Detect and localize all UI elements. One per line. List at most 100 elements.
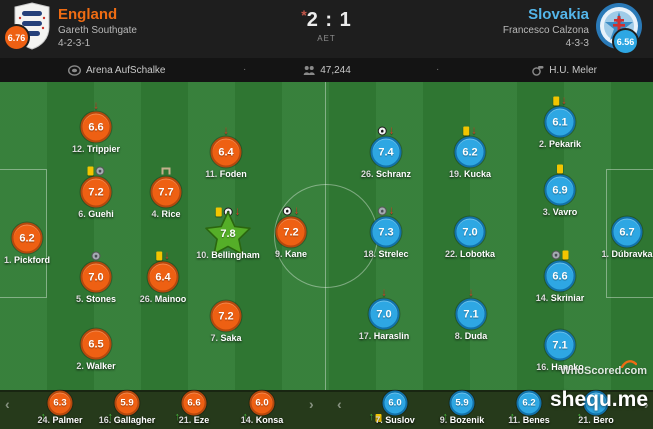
sub-off-icon: ↓ [164, 249, 170, 262]
player-rating: 7.1 [544, 329, 576, 361]
referee-name: H.U. Meler [549, 64, 597, 76]
sub-on-icon: ↑ [576, 411, 583, 423]
player-label: 21. Eze [179, 415, 210, 425]
player-shirt-number: 6. [78, 209, 89, 219]
sub-off-icon: ↓ [223, 124, 229, 137]
away-bench-prev-chevron-icon[interactable]: ‹ [337, 396, 342, 412]
player-label: 14. Konsa [241, 415, 284, 425]
assist-icon [95, 166, 105, 176]
match-header: 6.76 England Gareth Southgate 4-2-3-1 *2… [0, 0, 653, 58]
player-shirt-number: 16. [536, 362, 552, 372]
player-label: 19. Kucka [449, 169, 491, 179]
player-name: Haraslin [373, 331, 410, 341]
player-event-icons: ↑ [443, 412, 449, 423]
player-rating: 7.4 [370, 136, 402, 168]
player-name: Bero [593, 415, 614, 425]
sub-off-icon: ↓ [93, 99, 99, 112]
player-name: Eze [193, 415, 210, 425]
woodwork-icon [161, 167, 171, 175]
home-team-name[interactable]: England [58, 6, 118, 23]
sub-on-icon: ↑ [368, 411, 375, 423]
away-bench-next-chevron-icon[interactable]: › [644, 396, 649, 412]
goal-icon [377, 126, 387, 136]
player-event-icons: ↑ [577, 412, 583, 423]
player-name: Kane [285, 249, 308, 259]
player-label: 4. Rice [151, 209, 180, 219]
player-label: 1. Dúbravka [601, 249, 652, 259]
yellow-card-icon [562, 250, 569, 260]
player-shirt-number: 12. [71, 144, 87, 154]
player-rating: 7.2 [80, 176, 112, 208]
player-event-icons: ↑ [41, 412, 47, 423]
sub-on-icon: ↑ [40, 411, 47, 423]
away-team-rating-badge: 6.56 [612, 28, 639, 55]
player-shirt-number: 24. [37, 415, 53, 425]
away-team-name[interactable]: Slovakia [528, 6, 589, 23]
player-rating: 6.1 [544, 106, 576, 138]
score-text: 2 : 1 [306, 9, 352, 31]
player-label: 9. Bozenik [440, 415, 485, 425]
assist-icon [91, 251, 101, 261]
player-rating: 7.0 [368, 298, 400, 330]
player-label: 11. Foden [205, 169, 247, 179]
player-rating: 6.6 [544, 260, 576, 292]
player-shirt-number: 19. [448, 169, 464, 179]
whoscored-swoosh-icon [620, 359, 638, 371]
player-shirt-number: 11. [205, 169, 220, 179]
player-rating: 6.3 [47, 390, 73, 416]
player-name: Palmer [52, 415, 83, 425]
yellow-card-icon [557, 164, 563, 174]
player-rating: 7.7 [150, 176, 182, 208]
player-event-icons: ↓ [282, 205, 299, 217]
player-shirt-number: 11. [508, 415, 523, 425]
bench-bar [0, 390, 653, 429]
home-team-formation: 4-2-3-1 [58, 38, 91, 49]
player-name: Stones [86, 294, 117, 304]
sub-off-icon: ↓ [388, 204, 395, 217]
player-event-icons: ↓ [156, 249, 170, 262]
player-rating: 6.5 [80, 328, 112, 360]
player-event-icons [87, 166, 105, 177]
player-name: Gallagher [113, 415, 156, 425]
aet-label: AET [317, 34, 336, 43]
player-shirt-number: 16. [98, 415, 114, 425]
man-of-the-match-star: 7.8 [205, 211, 251, 255]
player-label: 11. Benes [508, 415, 550, 425]
player-shirt-number: 22. [444, 249, 461, 259]
player-rating: 6.2 [454, 136, 486, 168]
player-shirt-number: 21. [178, 415, 194, 425]
player-event-icons: ↑ [108, 412, 114, 423]
player-shirt-number: 14. [535, 293, 551, 303]
extra-time-star: * [301, 7, 307, 23]
player-rating: 6.6 [80, 111, 112, 143]
home-bench-prev-chevron-icon[interactable]: ‹ [5, 396, 10, 412]
player-rating: 7.1 [455, 298, 487, 330]
home-team-rating-badge: 6.76 [3, 24, 30, 51]
penalty-area-right [606, 169, 653, 298]
player-event-icons: ↓ [553, 95, 567, 107]
player-rating [583, 390, 609, 416]
sub-off-icon: ↓ [471, 124, 477, 137]
player-name: Dúbravka [611, 249, 653, 259]
player-rating: 6.9 [544, 174, 576, 206]
match-info-bar: Arena AufSchalke · 47,244 · H.U. Meler [0, 58, 653, 82]
player-event-icons: ↓ [463, 124, 477, 137]
stadium-icon [68, 64, 81, 76]
player-event-icons: ↓ [377, 125, 394, 137]
player-shirt-number: 3. [542, 207, 553, 217]
player-rating: 7.0 [80, 261, 112, 293]
player-label: 14. Skriniar [536, 293, 585, 303]
player-name: Suslov [385, 415, 415, 425]
player-rating: 6.4 [147, 261, 179, 293]
home-bench-next-chevron-icon[interactable]: › [309, 396, 314, 412]
player-name: Benes [522, 415, 550, 425]
player-event-icons: ↓ [223, 124, 229, 137]
player-event-icons: ↑ [175, 412, 181, 423]
player-name: Saka [220, 333, 242, 343]
player-rating: 6.2 [11, 222, 43, 254]
player-shirt-number: 1. [601, 249, 612, 259]
player-shirt-number: 21. [578, 415, 594, 425]
player-label: 22. Lobotka [445, 249, 495, 259]
assist-icon [551, 250, 561, 260]
